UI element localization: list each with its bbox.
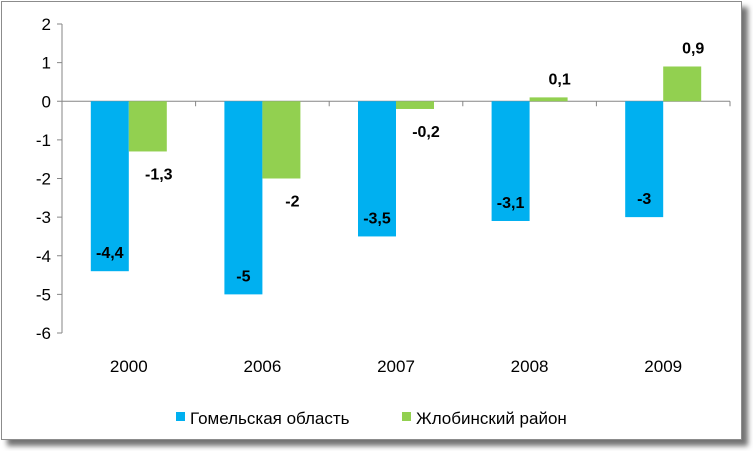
y-tick-label: -5 — [36, 285, 51, 304]
data-labels: -4,4 -1,3 -5 -2 -3,5 -0,2 -3,1 0,1 -3 0,9 — [96, 40, 704, 285]
x-tick-label-2006: 2006 — [243, 357, 281, 376]
bar-zhlobin-2007 — [396, 101, 434, 109]
x-ticks: 2000 2006 2007 2008 2009 — [110, 101, 731, 376]
bar-zhlobin-2006 — [262, 101, 301, 179]
data-label-gomel-2008: -3,1 — [497, 195, 525, 212]
data-label-zhlobin-2009: 0,9 — [682, 40, 704, 57]
x-tick-label-2008: 2008 — [511, 357, 549, 376]
legend-label-zhlobin: Жлобинский район — [416, 409, 567, 428]
y-tick-label: 0 — [42, 92, 51, 111]
data-label-zhlobin-2007: -0,2 — [412, 124, 440, 141]
data-label-gomel-2007: -3,5 — [363, 210, 391, 227]
bar-gomel-2007 — [358, 101, 396, 237]
legend-swatch-gomel — [176, 412, 185, 421]
y-tick-label: 2 — [42, 15, 51, 34]
legend-swatch-zhlobin — [402, 412, 411, 421]
data-label-zhlobin-2006: -2 — [285, 194, 299, 211]
y-tick-label: -6 — [36, 324, 51, 343]
data-label-gomel-2000: -4,4 — [96, 245, 124, 262]
bar-gomel-2006 — [224, 101, 263, 295]
y-ticks: 2 1 0 -1 -2 -3 -4 -5 -6 — [36, 15, 62, 343]
data-label-zhlobin-2008: 0,1 — [548, 71, 570, 88]
bars — [90, 66, 702, 295]
x-tick-label-2000: 2000 — [110, 357, 148, 376]
bar-gomel-2009 — [625, 101, 664, 218]
y-tick-label: 1 — [42, 54, 51, 73]
y-tick-label: -4 — [36, 247, 51, 266]
bar-zhlobin-2009 — [663, 66, 702, 102]
data-label-zhlobin-2000: -1,3 — [145, 166, 173, 183]
legend-label-gomel: Гомельская область — [190, 409, 350, 428]
data-label-gomel-2006: -5 — [236, 268, 250, 285]
y-tick-label: -1 — [36, 131, 51, 150]
bar-gomel-2008 — [491, 101, 530, 221]
bar-gomel-2000 — [90, 101, 129, 272]
bar-zhlobin-2008 — [529, 97, 568, 102]
x-tick-label-2007: 2007 — [377, 357, 415, 376]
y-tick-label: -3 — [36, 208, 51, 227]
x-tick-label-2009: 2009 — [644, 357, 682, 376]
y-tick-label: -2 — [36, 170, 51, 189]
bar-zhlobin-2000 — [128, 101, 167, 152]
data-label-gomel-2009: -3 — [637, 191, 651, 208]
legend: Гомельская область Жлобинский район — [176, 409, 567, 428]
